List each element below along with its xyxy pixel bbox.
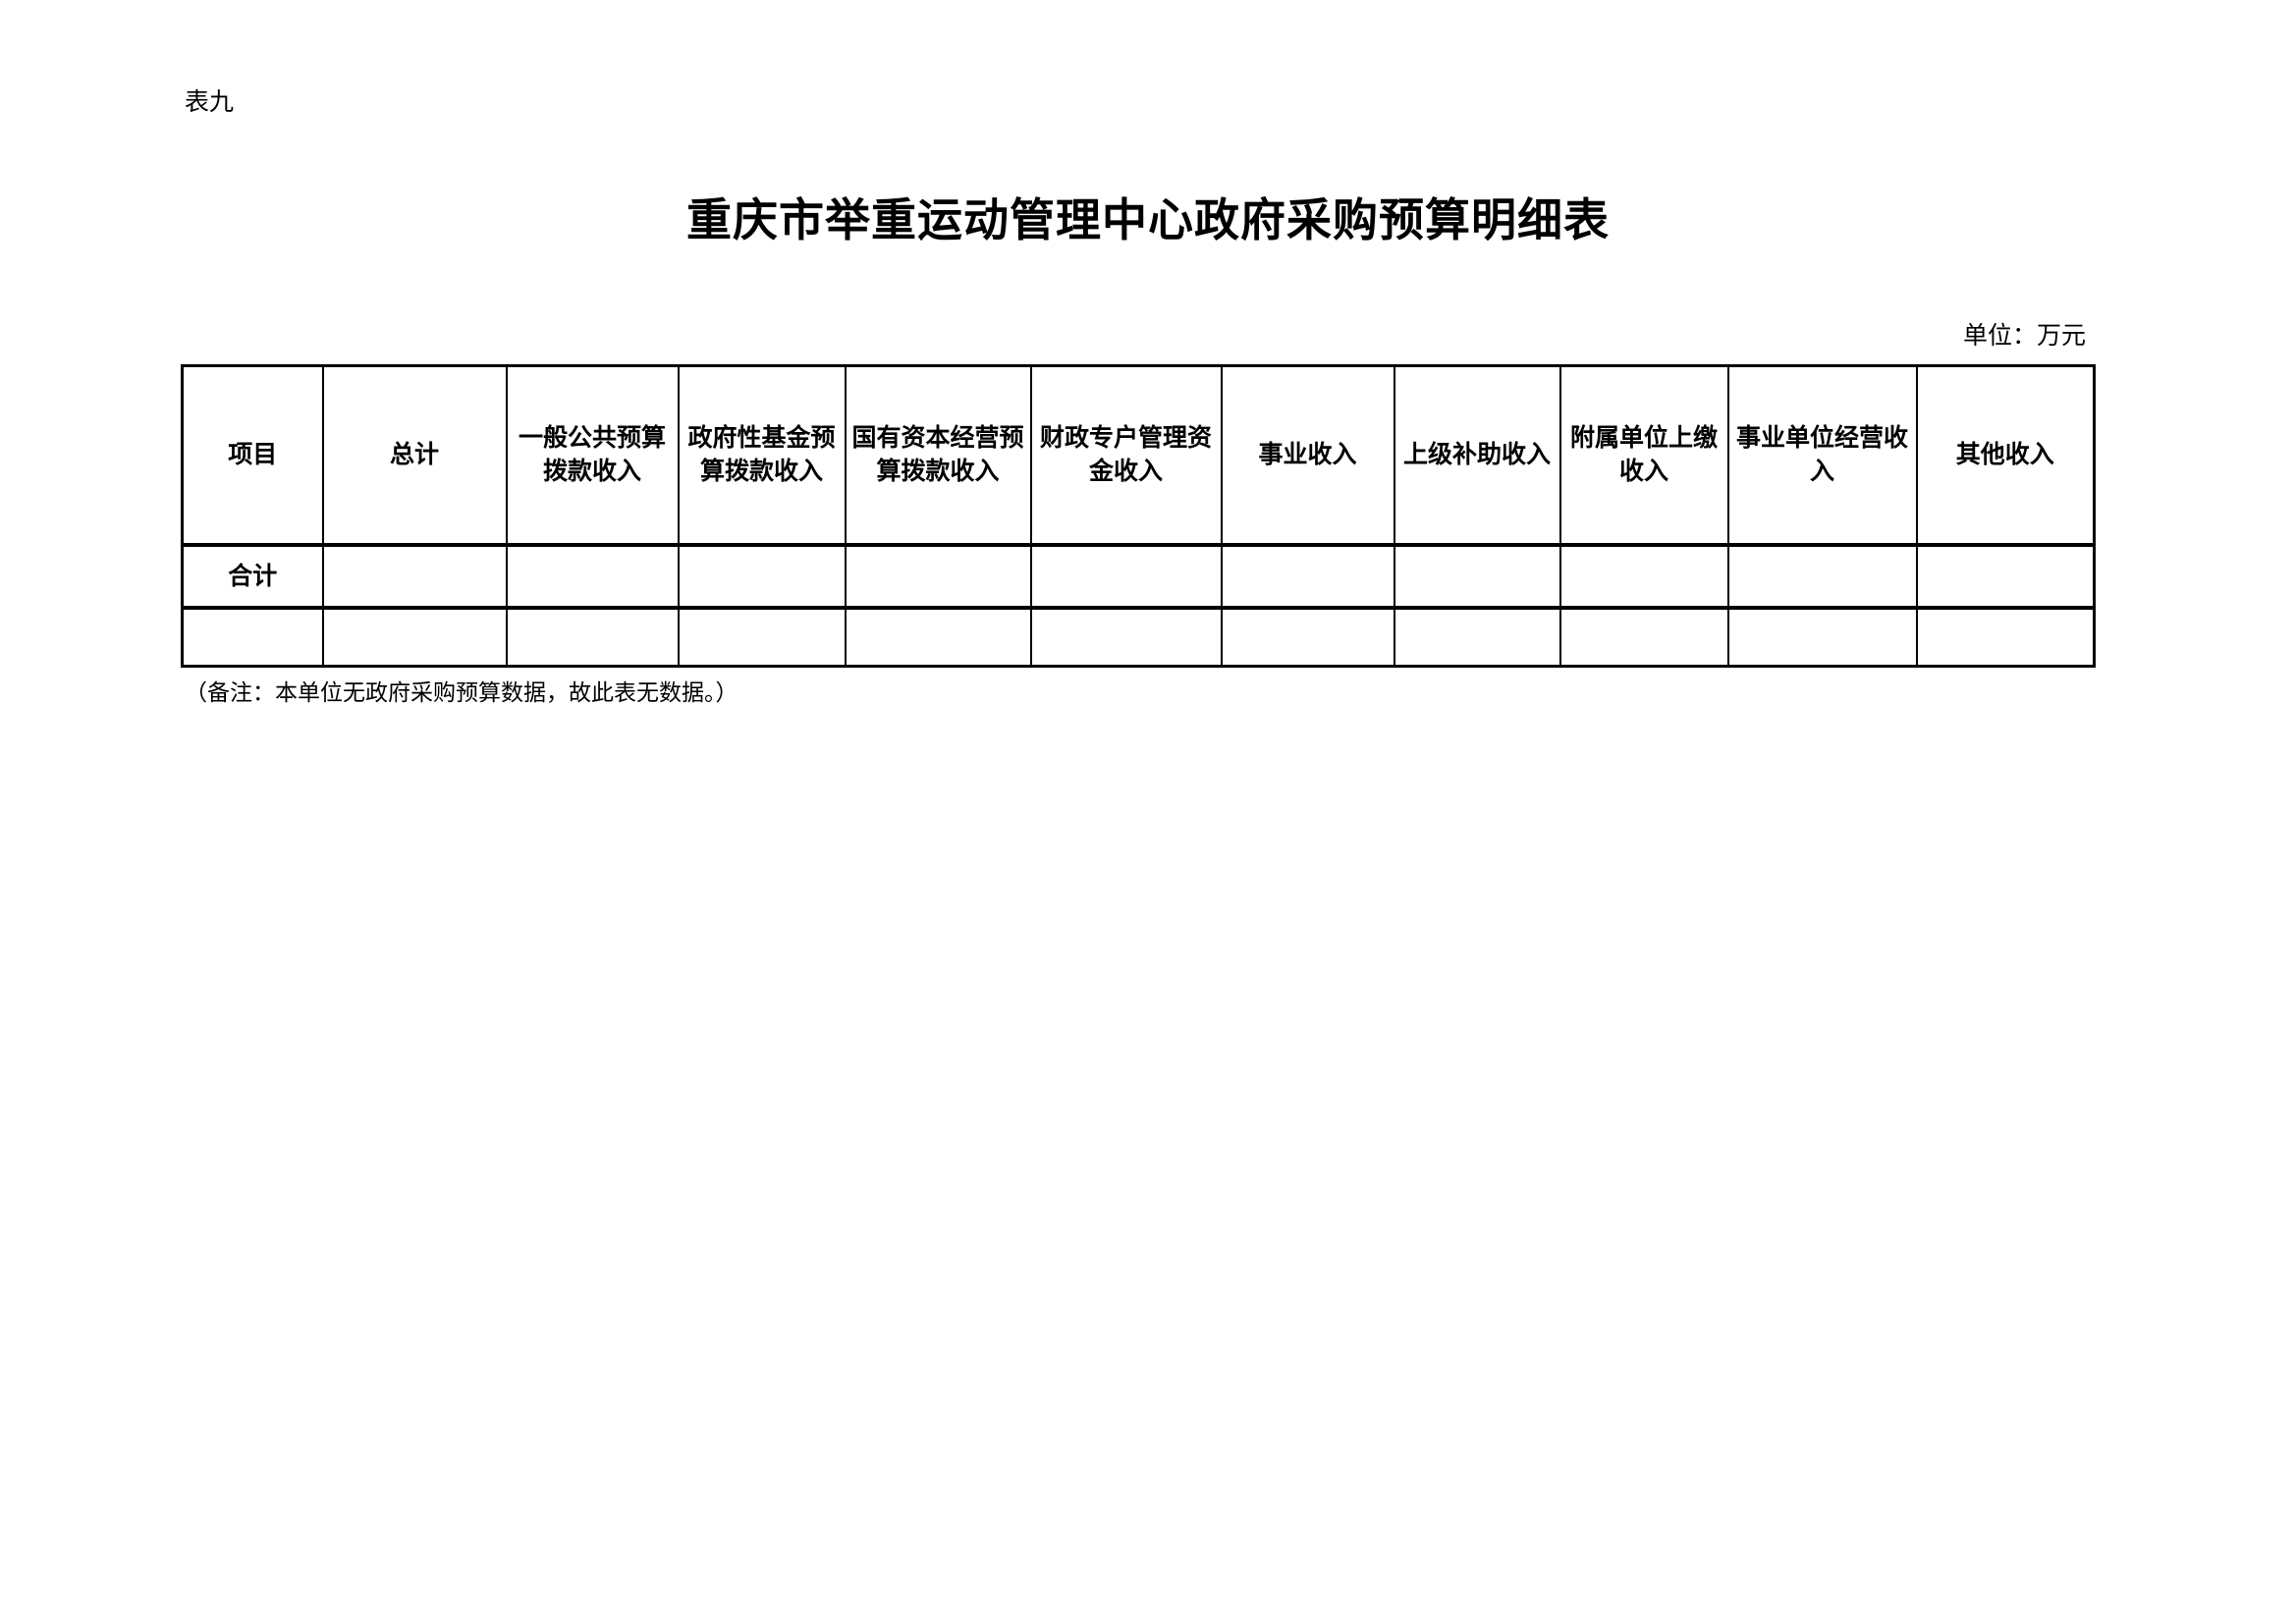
header-cell: 国有资本经营预算拨款收入 (844, 364, 1032, 546)
footnote: （备注：本单位无政府采购预算数据，故此表无数据。） (185, 680, 738, 706)
table-row-total: 合计 (181, 543, 2096, 609)
procurement-budget-table: 项目 总计 一般公共预算拨款收入 政府性基金预算拨款收入 国有资本经营预算拨款收… (181, 364, 2096, 668)
table-cell (505, 543, 680, 609)
table-cell (1726, 606, 1918, 668)
header-cell: 事业单位经营收入 (1726, 364, 1918, 546)
table-cell (321, 606, 508, 668)
header-cell: 总计 (321, 364, 508, 546)
table-cell (1726, 543, 1918, 609)
table-cell (1393, 543, 1561, 609)
header-cell: 财政专户管理资金收入 (1029, 364, 1223, 546)
table-cell (1220, 606, 1395, 668)
header-cell: 政府性基金预算拨款收入 (677, 364, 847, 546)
header-cell: 其他收入 (1915, 364, 2096, 546)
page-title: 重庆市举重运动管理中心政府采购预算明细表 (686, 193, 1610, 246)
table-cell (677, 543, 847, 609)
table-cell (844, 543, 1032, 609)
table-cell (1915, 543, 2096, 609)
table-cell (1220, 543, 1395, 609)
table-number-label: 表九 (185, 87, 235, 116)
header-cell: 事业收入 (1220, 364, 1395, 546)
table-cell (505, 606, 680, 668)
table-cell (1393, 606, 1561, 668)
unit-label: 单位：万元 (1962, 321, 2086, 350)
header-cell: 项目 (181, 364, 324, 546)
table-cell (1915, 606, 2096, 668)
header-row: 项目 总计 一般公共预算拨款收入 政府性基金预算拨款收入 国有资本经营预算拨款收… (181, 364, 2096, 546)
table-cell (1558, 606, 1729, 668)
table-cell (181, 606, 324, 668)
header-cell: 附属单位上缴收入 (1558, 364, 1729, 546)
table-cell (1558, 543, 1729, 609)
table-cell (321, 543, 508, 609)
header-cell: 上级补助收入 (1393, 364, 1561, 546)
table-cell: 合计 (181, 543, 324, 609)
table-row (181, 606, 2096, 668)
table-cell (844, 606, 1032, 668)
header-cell: 一般公共预算拨款收入 (505, 364, 680, 546)
table-cell (1029, 543, 1223, 609)
table-cell (1029, 606, 1223, 668)
table-cell (677, 606, 847, 668)
